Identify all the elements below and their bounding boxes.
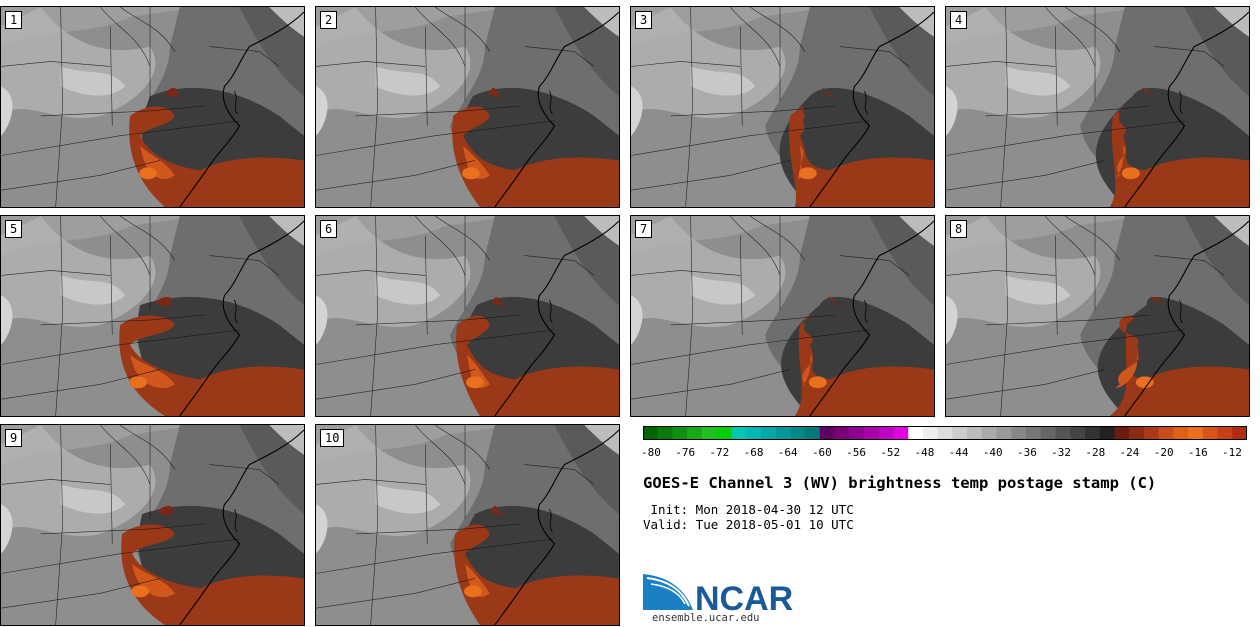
ensemble-member-panel: 8 — [945, 215, 1250, 417]
colorbar-swatch — [1099, 426, 1115, 440]
colorbar-swatch — [1114, 426, 1130, 440]
colorbar-swatch — [863, 426, 880, 440]
wv-brightness-map — [1, 7, 304, 207]
colorbar-swatch — [1158, 426, 1174, 440]
wv-brightness-map — [946, 7, 1249, 207]
member-number: 7 — [635, 220, 653, 238]
colorbar-swatch — [849, 426, 865, 440]
colorbar-swatch — [937, 426, 953, 440]
colorbar-tick-label: -32 — [1051, 446, 1072, 459]
colorbar-swatch — [1026, 426, 1042, 440]
wv-brightness-map — [631, 7, 934, 207]
colorbar-swatch — [1188, 426, 1204, 440]
ensemble-member-panel: 5 — [0, 215, 305, 417]
colorbar-swatch — [687, 426, 703, 440]
colorbar-swatch — [908, 426, 924, 440]
member-number: 5 — [5, 220, 23, 238]
colorbar-swatch — [1202, 426, 1219, 440]
colorbar-tick-label: -60 — [811, 446, 832, 459]
colorbar-tick-label: -64 — [777, 446, 798, 459]
colorbar-border — [643, 426, 1247, 440]
colorbar-tick-label: -28 — [1085, 446, 1106, 459]
wv-brightness-map — [631, 216, 934, 416]
colorbar-swatch — [805, 426, 821, 440]
colorbar-swatch — [1173, 426, 1189, 440]
colorbar-swatch — [1084, 426, 1101, 440]
colorbar-swatch — [967, 426, 983, 440]
colorbar-tick-label: -44 — [948, 446, 969, 459]
colorbar-swatch — [981, 426, 998, 440]
wv-brightness-map — [1, 216, 304, 416]
wv-brightness-map — [316, 7, 619, 207]
ensemble-member-panel: 10 — [315, 424, 620, 626]
colorbar-swatch — [1011, 426, 1027, 440]
member-number: 3 — [635, 11, 653, 29]
colorbar-swatch — [1070, 426, 1086, 440]
valid-time: Valid: Tue 2018-05-01 10 UTC — [643, 517, 854, 532]
member-number: 9 — [5, 429, 23, 447]
colorbar-tick-label: -68 — [743, 446, 764, 459]
colorbar — [643, 426, 1247, 440]
site-url: ensemble.ucar.edu — [652, 612, 760, 624]
colorbar-swatch — [746, 426, 762, 440]
member-number: 8 — [950, 220, 968, 238]
wv-brightness-map — [316, 425, 619, 625]
ncar-logo-text: NCAR — [695, 580, 793, 614]
figure-title: GOES-E Channel 3 (WV) brightness temp po… — [643, 474, 1157, 492]
ensemble-member-panel: 1 — [0, 6, 305, 208]
colorbar-swatch — [657, 426, 673, 440]
colorbar-swatch — [731, 426, 747, 440]
member-number: 6 — [320, 220, 338, 238]
colorbar-swatch — [922, 426, 939, 440]
colorbar-tick-label: -36 — [1017, 446, 1037, 459]
member-number: 10 — [320, 429, 345, 447]
colorbar-swatch — [672, 426, 688, 440]
colorbar-swatch — [1143, 426, 1160, 440]
member-number: 1 — [5, 11, 23, 29]
colorbar-tick-label: -80 — [641, 446, 661, 459]
colorbar-swatch — [834, 426, 850, 440]
colorbar-tick-label: -48 — [914, 446, 935, 459]
ensemble-member-panel: 9 — [0, 424, 305, 626]
colorbar-swatch — [1217, 426, 1233, 440]
colorbar-tick-label: -72 — [709, 446, 730, 459]
colorbar-swatch — [952, 426, 968, 440]
member-number: 4 — [950, 11, 968, 29]
colorbar-swatch — [790, 426, 806, 440]
colorbar-swatch — [775, 426, 791, 440]
colorbar-swatch — [1129, 426, 1145, 440]
init-time: Init: Mon 2018-04-30 12 UTC — [643, 502, 854, 517]
wv-brightness-map — [316, 216, 619, 416]
ensemble-member-panel: 2 — [315, 6, 620, 208]
ensemble-member-panel: 6 — [315, 215, 620, 417]
colorbar-tick-label: -24 — [1119, 446, 1140, 459]
colorbar-swatch — [996, 426, 1012, 440]
colorbar-swatch — [819, 426, 836, 440]
colorbar-tick-label: -40 — [982, 446, 1003, 459]
colorbar-swatch — [1055, 426, 1071, 440]
colorbar-swatch — [1040, 426, 1056, 440]
ensemble-member-panel: 3 — [630, 6, 935, 208]
wv-brightness-map — [946, 216, 1249, 416]
ncar-logo: NCAR — [643, 574, 793, 614]
member-number: 2 — [320, 11, 338, 29]
colorbar-tick-label: -52 — [880, 446, 901, 459]
colorbar-swatch — [893, 426, 909, 440]
colorbar-swatch — [716, 426, 732, 440]
wv-brightness-map — [1, 425, 304, 625]
colorbar-tick-label: -56 — [846, 446, 866, 459]
ensemble-member-panel: 7 — [630, 215, 935, 417]
colorbar-swatch — [760, 426, 777, 440]
colorbar-swatch — [643, 426, 659, 440]
colorbar-tick-label: -76 — [675, 446, 696, 459]
colorbar-swatch — [1232, 426, 1247, 440]
colorbar-tick-label: -16 — [1187, 446, 1208, 459]
ensemble-member-panel: 4 — [945, 6, 1250, 208]
colorbar-tick-label: -20 — [1153, 446, 1174, 459]
colorbar-tick-label: -12 — [1222, 446, 1242, 459]
colorbar-swatch — [701, 426, 718, 440]
colorbar-swatch — [878, 426, 894, 440]
